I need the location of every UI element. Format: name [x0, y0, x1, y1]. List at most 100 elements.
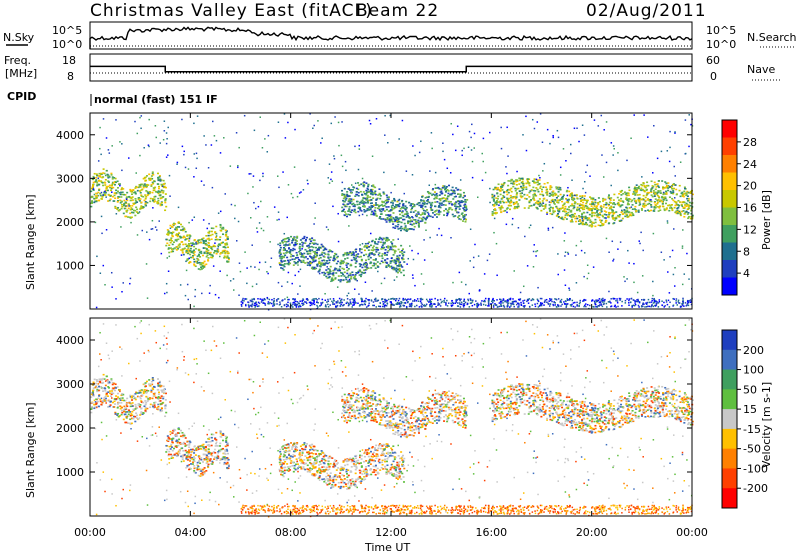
power-cell — [202, 239, 205, 242]
power-ground-cell — [464, 301, 467, 304]
power-cell — [340, 260, 343, 263]
power-cell — [401, 214, 404, 217]
velocity-cell — [129, 394, 132, 397]
power-ground-cell — [517, 306, 519, 308]
power-cell — [373, 262, 376, 265]
power-cell — [292, 237, 295, 239]
power-ground-cell — [676, 304, 679, 306]
power-noise-cell — [251, 244, 253, 246]
power-noise-cell — [505, 223, 508, 226]
power-cell — [445, 185, 448, 188]
power-cell — [144, 185, 147, 187]
power-cell — [386, 251, 389, 254]
power-cell — [120, 207, 123, 210]
power-cell — [374, 263, 377, 265]
power-cell — [619, 191, 622, 193]
power-cell — [634, 190, 637, 193]
power-cell — [169, 247, 172, 249]
power-cell — [397, 259, 400, 261]
power-ground-cell — [565, 303, 567, 305]
power-cell — [216, 248, 219, 250]
power-cell — [685, 202, 688, 205]
power-cell — [131, 193, 134, 196]
power-cell — [387, 247, 390, 249]
power-noise-cell — [489, 201, 491, 204]
power-cell — [555, 215, 558, 217]
power-cell — [208, 239, 211, 241]
power-ground-cell — [507, 300, 510, 302]
power-cell — [382, 191, 385, 194]
power-ground-cell — [657, 306, 660, 308]
power-ground-cell — [287, 301, 289, 304]
power-cell — [301, 245, 304, 248]
power-cell — [414, 209, 417, 212]
power-cell — [197, 268, 200, 270]
power-noise-cell — [617, 152, 619, 154]
power-cell — [347, 188, 350, 190]
power-ground-cell — [663, 306, 665, 308]
power-cell — [426, 216, 429, 218]
power-noise-cell — [330, 171, 333, 173]
power-cell — [627, 202, 630, 204]
power-ground-cell — [552, 303, 554, 306]
power-cell — [374, 204, 377, 206]
power-cell — [680, 204, 683, 206]
nave-label: Nave — [747, 63, 775, 76]
power-ground-cell — [528, 305, 531, 308]
power-noise-cell — [493, 231, 495, 234]
power-ground-cell — [624, 299, 627, 302]
power-cell — [159, 194, 162, 196]
power-cell — [208, 244, 211, 247]
power-ground-cell — [430, 306, 433, 308]
power-cell — [362, 191, 365, 193]
power-ground-cell — [571, 303, 573, 306]
power-cell — [344, 199, 347, 201]
power-noise-cell — [469, 228, 472, 231]
power-cell — [620, 194, 623, 196]
power-cell — [173, 247, 176, 249]
power-cell — [528, 184, 531, 187]
power-cell — [168, 231, 171, 234]
power-cell — [521, 178, 524, 181]
power-cell — [574, 217, 577, 220]
power-noise-cell — [443, 158, 446, 161]
power-cell — [197, 240, 200, 242]
power-cell — [637, 197, 640, 200]
power-ground-cell — [341, 298, 343, 301]
power-noise-cell — [105, 229, 108, 231]
power-noise-cell — [472, 256, 475, 259]
power-ground-cell — [253, 302, 256, 305]
power-cell — [540, 209, 543, 212]
power-noise-cell — [492, 297, 494, 300]
power-cell — [389, 210, 392, 212]
power-cell — [332, 279, 335, 282]
power-ground-cell — [612, 298, 615, 300]
power-cell — [360, 258, 363, 261]
power-cell — [293, 258, 296, 260]
power-cell — [604, 203, 607, 206]
power-cell — [380, 248, 383, 250]
noise-left-tick-top: 10^5 — [52, 24, 82, 37]
power-noise-cell — [422, 283, 425, 285]
power-cell — [447, 190, 450, 192]
power-noise-cell — [157, 197, 159, 200]
power-ground-cell — [353, 298, 355, 301]
power-cell — [606, 216, 609, 218]
power-cell — [378, 192, 381, 195]
power-noise-cell — [345, 169, 347, 172]
power-cell — [335, 262, 338, 265]
power-ground-cell — [601, 305, 604, 308]
power-cell — [117, 206, 120, 209]
power-cell — [496, 200, 499, 202]
power-ground-cell — [377, 299, 380, 302]
power-noise-cell — [217, 245, 220, 248]
power-cell — [289, 255, 292, 258]
power-cell — [135, 206, 138, 209]
power-noise-cell — [353, 210, 355, 213]
power-cell — [144, 194, 147, 196]
power-noise-cell — [570, 152, 572, 155]
power-cell — [691, 214, 694, 217]
power-cell — [354, 262, 357, 264]
power-noise-cell — [449, 172, 452, 174]
power-cell — [212, 227, 215, 230]
